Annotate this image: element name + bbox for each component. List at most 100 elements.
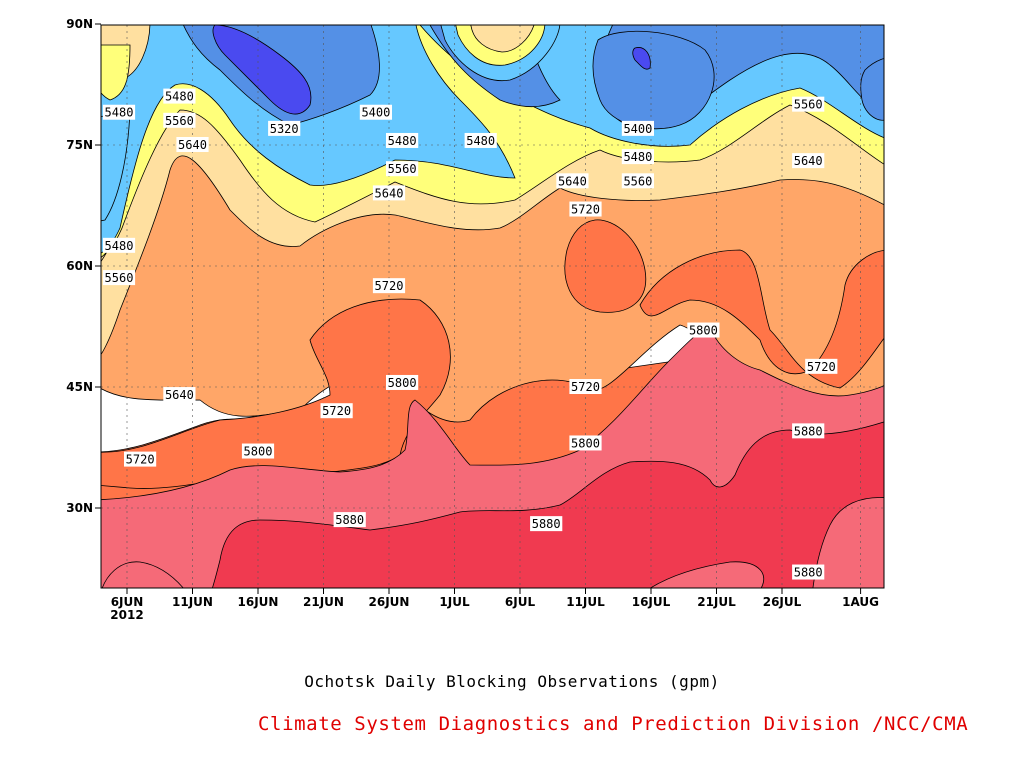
contour-label-bg xyxy=(621,173,654,189)
contour-label: 5400 xyxy=(621,120,654,136)
contour-fill-band-5720-east xyxy=(639,249,884,389)
contour-fill-band-5240-west xyxy=(212,25,312,115)
contour-label-bg xyxy=(621,149,654,165)
contour-label-text: 5640 xyxy=(375,186,404,200)
contour-label-text: 5400 xyxy=(623,122,652,136)
plot-frame xyxy=(100,24,885,589)
contour-label: 5880 xyxy=(792,423,825,439)
contour-label: 5800 xyxy=(569,435,602,451)
contour-label: 5800 xyxy=(386,374,419,390)
contour-fill-band-5480-topleft xyxy=(101,44,131,101)
contour-label: 5480 xyxy=(102,237,136,253)
contour-label-bg xyxy=(102,270,136,286)
contour-label: 5480 xyxy=(102,104,136,120)
contour-label-bg xyxy=(556,173,589,189)
x-tick-label: 11JUL xyxy=(566,595,605,609)
contour-label: 5720 xyxy=(569,201,602,217)
y-tick-label: 75N xyxy=(66,138,93,152)
contour-label-text: 5480 xyxy=(105,106,134,120)
x-tick-label: 6JUN xyxy=(111,595,144,609)
contour-fill-band-5800-hole-right xyxy=(812,497,884,588)
contour-label-bg xyxy=(569,379,602,394)
contour-label-bg xyxy=(372,185,406,201)
contour-label: 5640 xyxy=(792,153,825,169)
contour-label: 5640 xyxy=(163,387,196,403)
x-tick-label: 16JUL xyxy=(632,595,671,609)
contour-label: 5640 xyxy=(176,137,209,152)
x-year-label: 2012 xyxy=(110,608,143,622)
contour-label-text: 5800 xyxy=(244,445,273,459)
contour-label-bg xyxy=(805,358,838,374)
credit-text: Climate System Diagnostics and Predictio… xyxy=(258,713,969,735)
contour-label: 5560 xyxy=(102,270,136,286)
contour-label-bg xyxy=(792,423,825,439)
contour-label-text: 5800 xyxy=(689,324,718,338)
contour-label-text: 5560 xyxy=(105,271,134,285)
contour-fill-band-5880-shape xyxy=(211,421,884,588)
contour-label: 5800 xyxy=(241,443,275,459)
contour-label-text: 5800 xyxy=(571,436,600,450)
contour-label-text: 5480 xyxy=(105,239,134,253)
contour-label-bg xyxy=(176,137,209,152)
contour-label-text: 5480 xyxy=(388,134,417,148)
x-tick-label: 1AUG xyxy=(842,595,879,609)
contour-label: 5480 xyxy=(621,149,654,165)
contour-label-text: 5720 xyxy=(322,404,351,418)
contour-fills xyxy=(101,25,884,588)
contour-label-bg xyxy=(687,322,720,338)
contour-label-text: 5720 xyxy=(375,279,404,293)
contour-label: 5560 xyxy=(792,96,825,112)
contour-label-text: 5640 xyxy=(558,174,587,188)
contour-label-bg xyxy=(163,112,196,128)
contour-fill-band-5240-east xyxy=(632,47,651,70)
contour-label: 5880 xyxy=(333,512,366,528)
contour-label-text: 5480 xyxy=(623,150,652,164)
contour-label: 5480 xyxy=(163,88,196,104)
contour-fill-band-5800-hole-left xyxy=(101,561,184,588)
contour-label-bg xyxy=(102,104,136,120)
x-tick-label: 21JUL xyxy=(697,595,736,609)
contour-label: 5640 xyxy=(372,185,406,201)
x-tick-label: 16JUN xyxy=(238,595,279,609)
chart-title: Ochotsk Daily Blocking Observations (gpm… xyxy=(304,672,720,691)
contour-label: 5560 xyxy=(386,161,419,177)
contour-label: 5720 xyxy=(320,403,353,419)
y-tick-label: 90N xyxy=(66,17,93,31)
contour-label-text: 5720 xyxy=(807,360,836,374)
contour-label: 5880 xyxy=(530,516,563,532)
contour-label-bg xyxy=(386,161,419,177)
contour-label-bg xyxy=(792,96,825,112)
contour-label-text: 5400 xyxy=(361,106,390,120)
x-tick-label: 26JUL xyxy=(763,595,802,609)
contour-label-text: 5560 xyxy=(165,114,194,128)
contour-label-text: 5560 xyxy=(388,162,417,176)
x-tick-label: 11JUN xyxy=(172,595,213,609)
x-tick-label: 21JUN xyxy=(303,595,344,609)
contour-fill-band-5320-east xyxy=(592,30,715,130)
contour-label-text: 5720 xyxy=(126,453,155,467)
contour-label: 5720 xyxy=(569,379,602,394)
contour-label-bg xyxy=(163,88,196,104)
contour-label: 5560 xyxy=(163,112,196,128)
contour-label: 5560 xyxy=(621,173,654,189)
contour-label-text: 5720 xyxy=(571,380,600,394)
contour-label: 5720 xyxy=(124,451,157,467)
contour-label-text: 5480 xyxy=(466,134,495,148)
contour-fill-band-5560-mid xyxy=(470,25,535,53)
contour-label: 5400 xyxy=(359,104,392,120)
contour-label: 5880 xyxy=(792,564,825,580)
contour-label: 5800 xyxy=(687,322,720,338)
contour-label-bg xyxy=(320,403,353,419)
contour-label-text: 5560 xyxy=(623,174,652,188)
contour-labels: 5480 5480 5560 5640 5320 5400 5480 5560 5640 5480… xyxy=(102,88,838,580)
x-tick-label: 6JUL xyxy=(505,595,536,609)
contour-label-bg xyxy=(464,132,497,148)
contour-label-text: 5640 xyxy=(178,138,207,152)
contour-label-text: 5800 xyxy=(388,376,417,390)
y-tick-label: 45N xyxy=(66,380,93,394)
contour-label-text: 5720 xyxy=(571,203,600,217)
y-tick-label: 30N xyxy=(66,501,93,515)
